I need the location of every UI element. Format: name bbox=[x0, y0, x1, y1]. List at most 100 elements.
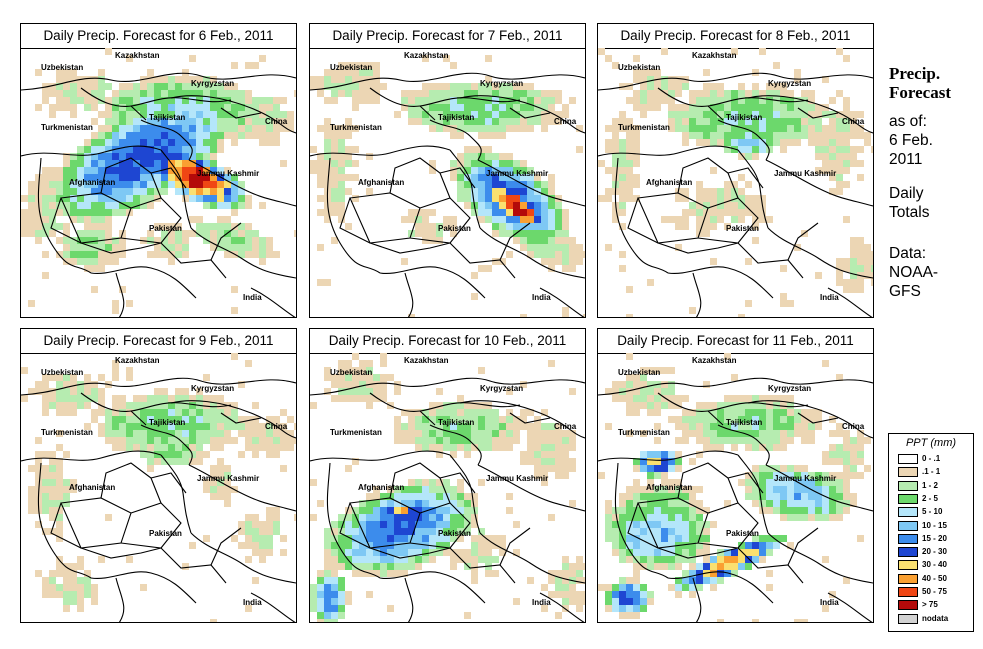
precip-cell bbox=[668, 76, 675, 83]
precip-cell bbox=[238, 118, 245, 125]
precip-cell bbox=[21, 230, 28, 237]
precip-cell bbox=[387, 535, 394, 542]
precip-cell bbox=[478, 209, 485, 216]
precip-cell bbox=[217, 188, 224, 195]
precip-cell bbox=[619, 160, 626, 167]
precip-cell bbox=[457, 549, 464, 556]
precip-cell bbox=[724, 111, 731, 118]
precip-cell bbox=[140, 181, 147, 188]
precip-cell bbox=[464, 416, 471, 423]
precip-cell bbox=[224, 500, 231, 507]
precip-map-svg: KazakhstanUzbekistanKyrgyzstanTajikistan… bbox=[598, 48, 873, 317]
precip-cell bbox=[822, 479, 829, 486]
precip-cell bbox=[450, 486, 457, 493]
precip-cell bbox=[98, 202, 105, 209]
precip-cell bbox=[387, 507, 394, 514]
precip-cell bbox=[238, 542, 245, 549]
precip-cell bbox=[633, 174, 640, 181]
precip-cell bbox=[415, 528, 422, 535]
precip-cell bbox=[605, 591, 612, 598]
precip-cell bbox=[49, 402, 56, 409]
precip-cell bbox=[98, 223, 105, 230]
precip-cell bbox=[478, 111, 485, 118]
precip-cell bbox=[787, 430, 794, 437]
precip-cell bbox=[408, 314, 415, 317]
precip-cell bbox=[822, 451, 829, 458]
precip-cell bbox=[752, 97, 759, 104]
precip-cell bbox=[857, 146, 864, 153]
precip-cell bbox=[168, 167, 175, 174]
precip-cell bbox=[359, 90, 366, 97]
precip-cell bbox=[703, 563, 710, 570]
precip-cell bbox=[605, 55, 612, 62]
precip-cell bbox=[42, 507, 49, 514]
precip-cell bbox=[682, 395, 689, 402]
precip-cell bbox=[210, 174, 217, 181]
precip-cell bbox=[759, 423, 766, 430]
precip-cell bbox=[675, 563, 682, 570]
precip-cell bbox=[612, 146, 619, 153]
precip-cell bbox=[338, 388, 345, 395]
precip-cell bbox=[605, 521, 612, 528]
precip-cell bbox=[259, 202, 266, 209]
precip-cell bbox=[189, 542, 196, 549]
precip-cell bbox=[633, 132, 640, 139]
precip-cell bbox=[450, 423, 457, 430]
precip-cell bbox=[203, 97, 210, 104]
precip-cell bbox=[331, 556, 338, 563]
precip-cell bbox=[429, 160, 436, 167]
precip-cell bbox=[450, 223, 457, 230]
precip-cell bbox=[324, 542, 331, 549]
precip-cell bbox=[562, 570, 569, 577]
precip-cell bbox=[541, 181, 548, 188]
precip-cell bbox=[189, 195, 196, 202]
precip-cell bbox=[843, 458, 850, 465]
precip-cell bbox=[478, 174, 485, 181]
precip-cell bbox=[238, 251, 245, 258]
precip-cell bbox=[457, 430, 464, 437]
precip-cell bbox=[91, 188, 98, 195]
precip-cell bbox=[689, 556, 696, 563]
data-line-1: Data: bbox=[889, 245, 927, 262]
precip-cell bbox=[196, 139, 203, 146]
data-line-2: NOAA- bbox=[889, 264, 939, 281]
precip-cell bbox=[822, 458, 829, 465]
precip-cell bbox=[338, 360, 345, 367]
precip-cell bbox=[119, 139, 126, 146]
precip-cell bbox=[506, 167, 513, 174]
precip-cell bbox=[317, 591, 324, 598]
precip-cell bbox=[780, 90, 787, 97]
precip-cell bbox=[710, 444, 717, 451]
precip-cell bbox=[836, 48, 843, 55]
precip-cell bbox=[752, 486, 759, 493]
precip-cell bbox=[373, 535, 380, 542]
precip-cell bbox=[266, 430, 273, 437]
precip-cell bbox=[752, 216, 759, 223]
precip-cell bbox=[84, 76, 91, 83]
precip-cell bbox=[217, 237, 224, 244]
precip-grid bbox=[310, 55, 585, 317]
precip-cell bbox=[324, 118, 331, 125]
precip-cell bbox=[843, 465, 850, 472]
border-line bbox=[539, 287, 585, 317]
precip-cell bbox=[42, 223, 49, 230]
precip-cell bbox=[710, 118, 717, 125]
precip-cell bbox=[443, 479, 450, 486]
precip-cell bbox=[864, 437, 871, 444]
precip-cell bbox=[478, 542, 485, 549]
label-jammu_kashmir: Jammu Kashmir bbox=[197, 169, 259, 178]
precip-cell bbox=[647, 458, 654, 465]
precip-cell bbox=[506, 209, 513, 216]
precip-cell bbox=[63, 479, 70, 486]
precip-cell bbox=[689, 202, 696, 209]
precip-cell bbox=[850, 493, 857, 500]
precip-cell bbox=[112, 125, 119, 132]
precip-cell bbox=[471, 167, 478, 174]
precip-cell bbox=[710, 195, 717, 202]
precip-cell bbox=[373, 493, 380, 500]
precip-cell bbox=[126, 146, 133, 153]
precip-cell bbox=[619, 167, 626, 174]
precip-cell bbox=[154, 111, 161, 118]
precip-cell bbox=[640, 381, 647, 388]
precip-cell bbox=[520, 381, 527, 388]
